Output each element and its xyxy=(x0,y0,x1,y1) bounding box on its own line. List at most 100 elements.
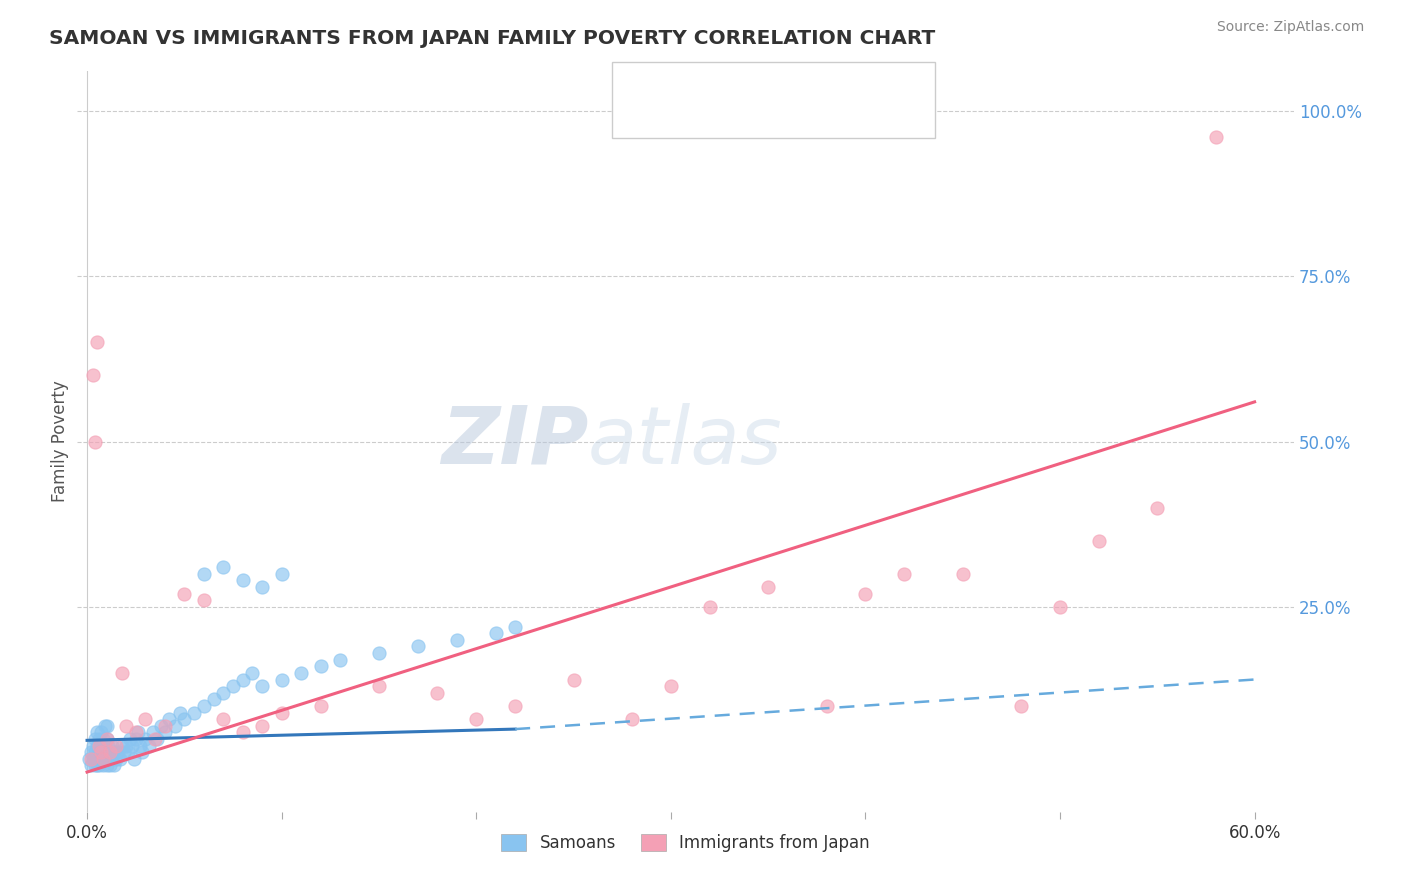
Point xyxy=(80,758,103,772)
Point xyxy=(465,712,488,726)
Point xyxy=(242,665,264,680)
Point xyxy=(87,731,110,746)
Text: Source: ZipAtlas.com: Source: ZipAtlas.com xyxy=(1216,20,1364,34)
Text: SAMOAN VS IMMIGRANTS FROM JAPAN FAMILY POVERTY CORRELATION CHART: SAMOAN VS IMMIGRANTS FROM JAPAN FAMILY P… xyxy=(49,29,935,47)
Point xyxy=(115,719,138,733)
Point xyxy=(96,758,118,772)
Point xyxy=(127,725,149,739)
Point xyxy=(406,640,429,654)
Point xyxy=(77,752,100,766)
Point xyxy=(169,706,191,720)
Point xyxy=(125,731,148,746)
Point xyxy=(111,739,134,753)
Point xyxy=(128,739,150,753)
Point xyxy=(112,745,135,759)
Point xyxy=(952,566,974,581)
Point xyxy=(108,752,131,766)
Point xyxy=(103,745,125,759)
Point xyxy=(368,646,391,660)
Point xyxy=(105,739,128,753)
Point xyxy=(82,752,104,766)
Point xyxy=(222,679,245,693)
Point xyxy=(815,698,838,713)
Point xyxy=(163,719,186,733)
Point xyxy=(855,586,877,600)
Text: 41: 41 xyxy=(807,112,830,130)
Point xyxy=(173,712,195,726)
Point xyxy=(90,752,112,766)
Point xyxy=(101,739,124,753)
Point xyxy=(250,580,273,594)
Point xyxy=(82,739,104,753)
Point xyxy=(290,665,312,680)
Point xyxy=(83,731,105,746)
Point xyxy=(117,745,139,759)
Point xyxy=(93,719,115,733)
Point xyxy=(91,758,114,772)
Point xyxy=(503,620,526,634)
Point xyxy=(699,599,721,614)
Point xyxy=(115,739,138,753)
Point xyxy=(142,725,165,739)
Point xyxy=(202,692,225,706)
Point xyxy=(250,719,273,733)
Point xyxy=(1146,500,1168,515)
Point xyxy=(193,566,215,581)
Point xyxy=(1010,698,1032,713)
Point xyxy=(1205,130,1227,145)
Point xyxy=(107,745,129,759)
Point xyxy=(82,368,104,383)
Point xyxy=(100,758,122,772)
Point xyxy=(96,745,118,759)
Point xyxy=(250,679,273,693)
Point xyxy=(232,574,254,588)
Point xyxy=(93,739,115,753)
Text: 0.429: 0.429 xyxy=(702,112,759,130)
Point xyxy=(309,659,332,673)
Point xyxy=(143,731,166,746)
Point xyxy=(756,580,779,594)
Point xyxy=(232,725,254,739)
Point xyxy=(111,665,134,680)
Point xyxy=(103,758,125,772)
Point xyxy=(91,752,114,766)
Y-axis label: Family Poverty: Family Poverty xyxy=(51,381,69,502)
Point xyxy=(368,679,391,693)
Text: N =: N = xyxy=(765,75,817,93)
Point xyxy=(659,679,682,693)
Point xyxy=(96,719,118,733)
Point xyxy=(97,739,120,753)
Point xyxy=(86,725,108,739)
Point xyxy=(86,758,108,772)
Point xyxy=(270,566,292,581)
Point xyxy=(446,632,468,647)
Point xyxy=(91,731,114,746)
Point xyxy=(86,739,108,753)
Point xyxy=(131,745,153,759)
Point xyxy=(212,686,235,700)
Point xyxy=(96,731,118,746)
Point xyxy=(193,593,215,607)
Text: N =: N = xyxy=(765,112,817,130)
Point xyxy=(83,758,105,772)
Point xyxy=(146,731,169,746)
Point xyxy=(96,731,118,746)
Point xyxy=(134,731,156,746)
Point xyxy=(86,335,108,350)
Point xyxy=(118,731,141,746)
Point xyxy=(620,712,643,726)
Point xyxy=(893,566,915,581)
Point xyxy=(100,745,122,759)
Point xyxy=(183,706,205,720)
Point xyxy=(121,739,143,753)
Point xyxy=(309,698,332,713)
Point xyxy=(1049,599,1071,614)
Point xyxy=(86,752,108,766)
Point xyxy=(153,725,176,739)
Point xyxy=(83,745,105,759)
Point xyxy=(426,686,449,700)
Point xyxy=(232,673,254,687)
Point xyxy=(83,434,105,449)
Text: ZIP: ZIP xyxy=(440,402,588,481)
Point xyxy=(329,653,352,667)
